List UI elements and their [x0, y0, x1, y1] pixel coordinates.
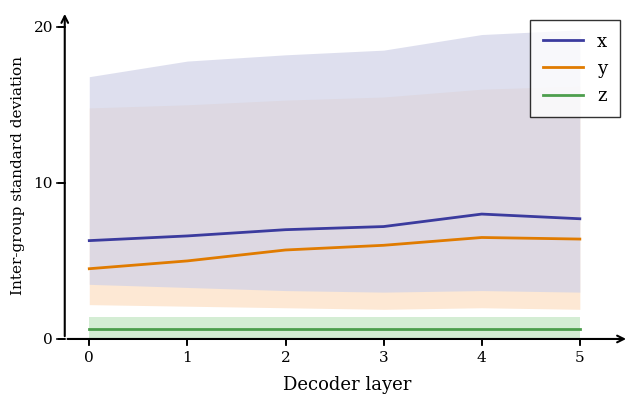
z	[85, 326, 93, 331]
y	[576, 237, 584, 241]
y	[380, 243, 387, 248]
X-axis label: Decoder layer: Decoder layer	[283, 376, 411, 394]
x	[184, 234, 191, 239]
z	[380, 326, 387, 331]
z	[576, 326, 584, 331]
Y-axis label: Inter-group standard deviation: Inter-group standard deviation	[11, 55, 25, 294]
Line: x: x	[89, 214, 580, 241]
y	[184, 258, 191, 263]
z	[478, 326, 486, 331]
x	[576, 216, 584, 221]
Line: y: y	[89, 237, 580, 269]
z	[282, 326, 289, 331]
Legend: x, y, z: x, y, z	[531, 20, 620, 117]
x	[85, 238, 93, 243]
x	[380, 224, 387, 229]
y	[85, 266, 93, 271]
y	[478, 235, 486, 240]
x	[478, 212, 486, 217]
x	[282, 227, 289, 232]
z	[184, 326, 191, 331]
y	[282, 247, 289, 252]
